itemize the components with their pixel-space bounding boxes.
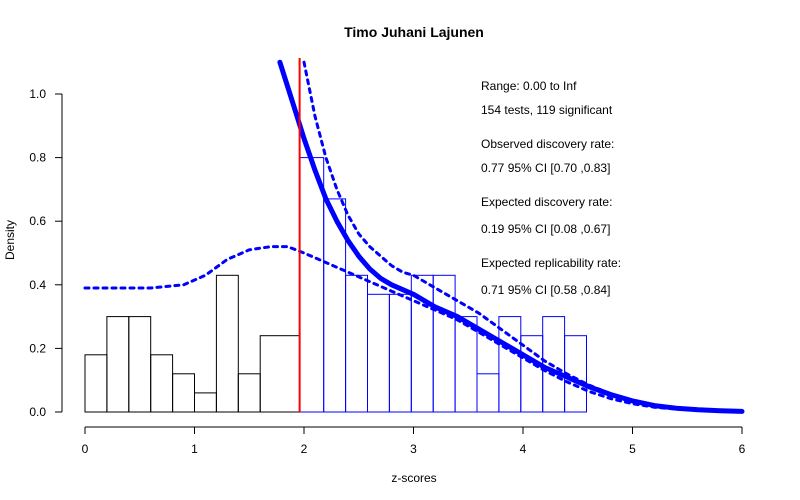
annotation-line: Expected discovery rate: <box>481 195 612 209</box>
annotation-line: 0.19 95% CI [0.08 ,0.67] <box>481 222 610 236</box>
y-tick-label: 1.0 <box>29 87 46 101</box>
histogram-bar <box>520 335 544 413</box>
x-axis: 0 1 2 3 4 5 6 <box>82 426 746 456</box>
x-tick-label: 3 <box>410 442 417 456</box>
x-tick-label: 1 <box>191 442 198 456</box>
annotation-line: 0.71 95% CI [0.58 ,0.84] <box>481 283 610 297</box>
y-tick-label: 0.6 <box>29 214 46 228</box>
annotation-line: 0.77 95% CI [0.70 ,0.83] <box>481 161 610 175</box>
histogram-bar <box>194 392 217 413</box>
fitted-density-curve <box>277 59 745 414</box>
histogram-bar <box>215 274 239 413</box>
histogram-bar <box>345 274 369 413</box>
histogram-bar <box>299 157 325 413</box>
annotation-line: Observed discovery rate: <box>481 137 614 151</box>
y-tick-label: 0.2 <box>29 341 46 355</box>
histogram-bar <box>84 354 108 413</box>
histogram-bar <box>432 274 456 413</box>
histogram-bar <box>388 293 412 413</box>
y-tick-label: 0.4 <box>29 278 46 292</box>
histogram-bar <box>150 354 174 413</box>
annotation-line: 154 tests, 119 significant <box>481 103 613 117</box>
x-tick-label: 6 <box>739 442 746 456</box>
histogram-bar <box>454 316 478 413</box>
histogram-bar <box>128 316 152 413</box>
ci-lower-curve <box>83 245 744 414</box>
histogram-bar <box>476 373 500 413</box>
histogram-bar <box>259 335 301 413</box>
chart-title: Timo Juhani Lajunen <box>344 24 484 40</box>
y-tick-label: 0.0 <box>29 405 46 419</box>
x-tick-label: 0 <box>82 442 89 456</box>
y-axis-label: Density <box>3 220 17 260</box>
histogram-bar <box>367 293 390 413</box>
y-tick-label: 0.8 <box>29 151 46 165</box>
annotation-line: Expected replicability rate: <box>481 256 621 270</box>
annotation-line: Range: 0.00 to Inf <box>481 79 577 93</box>
x-tick-label: 2 <box>301 442 308 456</box>
histogram-bar <box>172 373 196 413</box>
histogram-bar <box>106 316 130 413</box>
x-axis-label: z-scores <box>391 471 436 485</box>
x-tick-label: 5 <box>629 442 636 456</box>
curves-layer <box>83 59 745 414</box>
histogram-bar <box>542 316 566 413</box>
x-tick-label: 4 <box>520 442 527 456</box>
annotations: Range: 0.00 to Inf 154 tests, 119 signifi… <box>481 79 621 297</box>
y-axis: 0.0 0.2 0.4 0.6 0.8 1.0 <box>29 87 63 419</box>
histogram-bar <box>237 373 261 413</box>
